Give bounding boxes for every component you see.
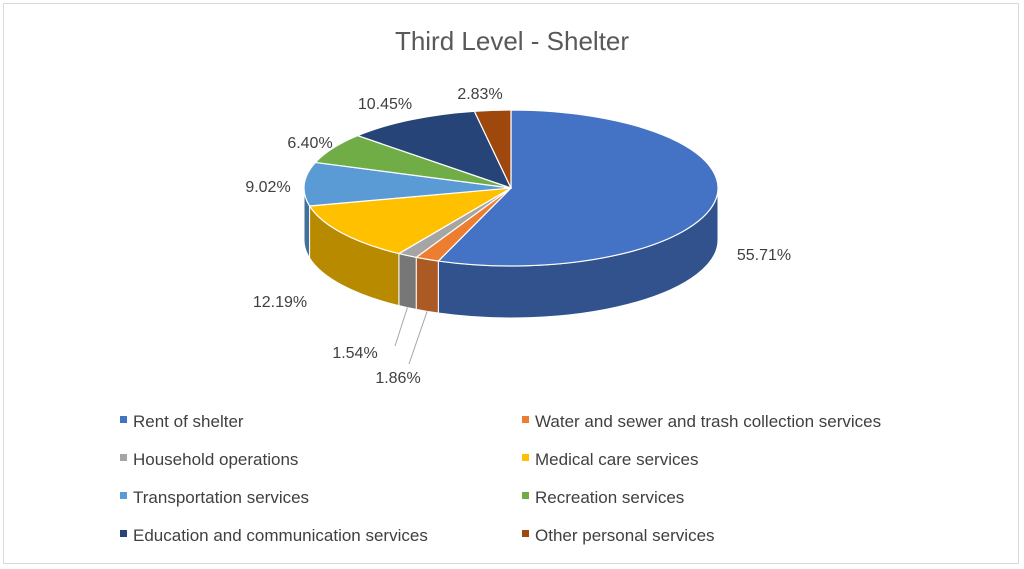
pie-slice-education-and-communication-services[interactable] [355,110,513,190]
legend-item-transportation-services[interactable]: Transportation services [120,488,309,507]
data-label-recreation-services: 6.40% [287,135,332,152]
data-label-rent-of-shelter: 55.71% [737,247,791,264]
legend-label: Medical care services [535,450,698,469]
data-label-medical-care-services: 12.19% [253,294,307,311]
legend-swatch [120,492,127,499]
legend-swatch [120,454,127,461]
data-labels: 55.71% 1.86% 1.54% 12.19% 9.02% 6.40% 10.45% 2.… [245,86,791,387]
legend-label: Education and communication services [133,526,428,545]
pie-slice-other-personal-services[interactable] [473,109,512,189]
data-label-other-personal-services: 2.83% [457,86,502,103]
pie-slice-medical-care-services[interactable] [308,187,512,255]
leader-line-water-and-sewer-and-trash-collection-services [408,311,428,365]
data-label-household-operations: 1.54% [332,345,377,362]
data-label-transportation-services: 9.02% [245,179,290,196]
legend-label: Transportation services [133,488,309,507]
leader-line-household-operations [394,307,408,347]
legend-item-medical-care-services[interactable]: Medical care services [522,450,698,469]
legend-item-household-operations[interactable]: Household operations [120,450,298,469]
legend-item-rent-of-shelter[interactable]: Rent of shelter [120,412,244,431]
leader-lines [394,307,428,365]
legend-label: Household operations [133,450,298,469]
legend-label: Other personal services [535,526,715,545]
legend-item-recreation-services[interactable]: Recreation services [522,488,684,507]
legend-swatch [522,454,529,461]
pie-slices [303,109,719,267]
pie-side-household-operations [398,252,417,310]
legend-label: Recreation services [535,488,684,507]
legend-swatch [522,530,529,537]
legend-swatch [120,530,127,537]
legend-label: Water and sewer and trash collection ser… [535,412,881,431]
legend-swatch [120,416,127,423]
legend-swatch [522,492,529,499]
data-label-water-and-sewer-and-trash-collection-services: 1.86% [375,370,420,387]
legend-item-education-and-communication-services[interactable]: Education and communication services [120,526,428,545]
data-label-education-and-communication-services: 10.45% [358,96,412,113]
pie-side-water-and-sewer-and-trash-collection-services [415,256,439,314]
legend-item-water-and-sewer-and-trash-collection-services[interactable]: Water and sewer and trash collection ser… [522,412,881,431]
legend-label: Rent of shelter [133,412,244,431]
chart-title: Third Level - Shelter [395,26,629,56]
pie-slice-transportation-services[interactable] [303,161,512,207]
pie-slice-rent-of-shelter[interactable] [437,109,719,267]
legend: Rent of shelter Water and sewer and trash… [120,412,881,545]
legend-swatch [522,416,529,423]
legend-item-other-personal-services[interactable]: Other personal services [522,526,715,545]
